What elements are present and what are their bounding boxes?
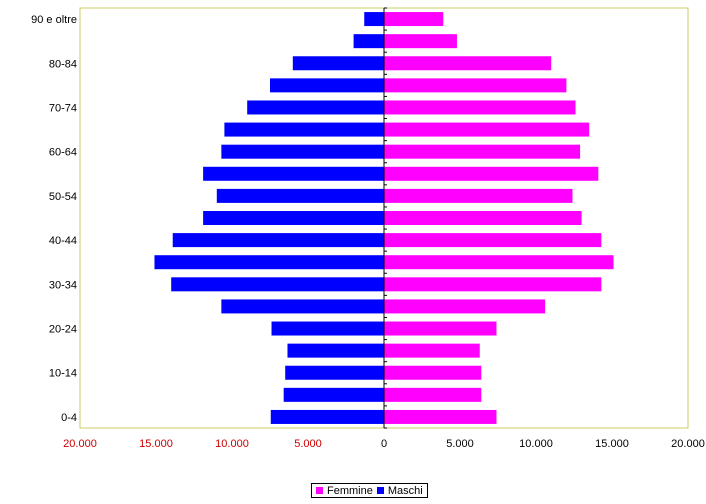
x-tick-label: 10.000 xyxy=(215,438,249,450)
x-tick-label: 15.000 xyxy=(595,438,629,450)
bar-femmine xyxy=(384,166,599,181)
bar-femmine xyxy=(384,277,602,292)
y-tick-label: 70-74 xyxy=(49,102,77,114)
bar-femmine xyxy=(384,365,482,380)
y-tick-label: 40-44 xyxy=(49,235,77,247)
legend-item-maschi: Maschi xyxy=(376,484,423,497)
y-tick-label: 60-64 xyxy=(49,147,77,159)
bar-maschi xyxy=(203,166,384,181)
bar-femmine xyxy=(384,188,573,203)
bar-maschi xyxy=(221,144,384,159)
bar-femmine xyxy=(384,387,482,402)
bar-femmine xyxy=(384,144,581,159)
bar-femmine xyxy=(384,78,567,93)
bar-femmine xyxy=(384,34,457,49)
bar-femmine xyxy=(384,409,497,424)
y-tick-label: 90 e oltre xyxy=(31,14,77,26)
bar-maschi xyxy=(285,365,384,380)
legend-label-maschi: Maschi xyxy=(387,484,423,497)
bar-maschi xyxy=(270,409,384,424)
bar-maschi xyxy=(247,100,384,115)
bar-femmine xyxy=(384,211,582,225)
y-tick-label: 0-4 xyxy=(61,412,77,424)
x-tick-label: 20.000 xyxy=(671,438,705,450)
bar-femmine xyxy=(384,122,590,137)
bar-maschi xyxy=(172,233,384,248)
bar-maschi xyxy=(271,321,384,336)
bar-femmine xyxy=(384,299,546,314)
bar-femmine xyxy=(384,233,602,248)
bar-maschi xyxy=(353,34,384,49)
bar-femmine xyxy=(384,56,552,71)
bar-maschi xyxy=(216,188,384,203)
bar-femmine xyxy=(384,100,576,115)
x-tick-label: 5.000 xyxy=(294,438,322,450)
bar-maschi xyxy=(154,255,384,270)
legend-swatch-femmine xyxy=(316,487,323,494)
bar-maschi xyxy=(287,343,384,358)
bar-femmine xyxy=(384,12,444,27)
bar-femmine xyxy=(384,343,480,358)
chart-legend: Femmine Maschi xyxy=(311,483,428,498)
y-tick-label: 30-34 xyxy=(49,279,77,291)
bar-maschi xyxy=(203,211,384,225)
bar-femmine xyxy=(384,321,497,336)
y-tick-label: 10-14 xyxy=(49,368,77,380)
x-tick-label: 10.000 xyxy=(519,438,553,450)
x-tick-label: 20.000 xyxy=(63,438,97,450)
bar-maschi xyxy=(283,387,384,402)
bar-maschi xyxy=(270,78,384,93)
y-tick-label: 20-24 xyxy=(49,324,77,336)
bar-maschi xyxy=(224,122,384,137)
y-tick-label: 80-84 xyxy=(49,58,77,70)
x-tick-label: 5.000 xyxy=(446,438,474,450)
legend-label-femmine: Femmine xyxy=(327,484,373,497)
bar-femmine xyxy=(384,255,614,270)
legend-item-femmine: Femmine xyxy=(316,485,373,497)
legend-swatch-maschi xyxy=(376,487,384,494)
bar-maschi xyxy=(171,277,384,292)
bar-maschi xyxy=(221,299,384,314)
y-tick-label: 50-54 xyxy=(49,191,77,203)
x-tick-label: 15.000 xyxy=(139,438,173,450)
x-tick-label: 0 xyxy=(381,438,387,450)
bar-maschi xyxy=(364,12,384,27)
bar-maschi xyxy=(292,56,384,71)
